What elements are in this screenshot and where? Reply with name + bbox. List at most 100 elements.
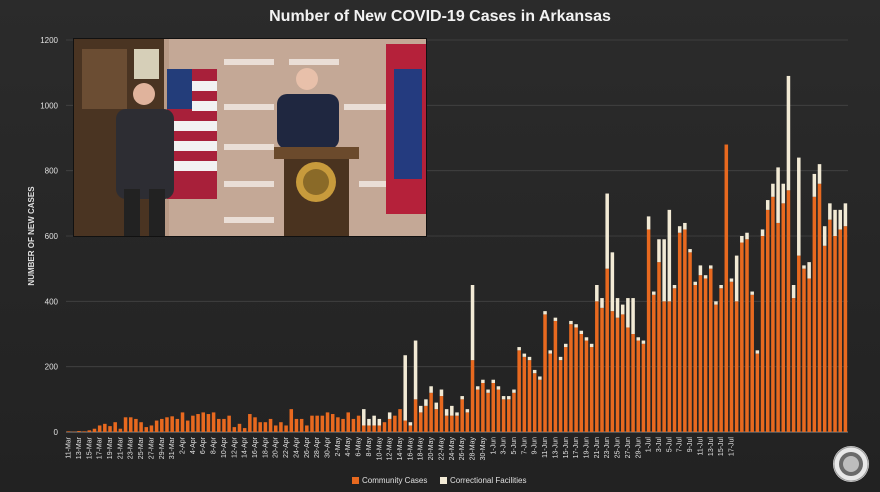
community-cases-bar — [367, 425, 371, 432]
community-cases-bar — [812, 196, 817, 432]
correctional-facilities-bar — [755, 350, 760, 354]
community-cases-bar — [563, 347, 568, 432]
legend-swatch-community — [352, 477, 359, 484]
correctional-facilities-bar — [496, 386, 501, 390]
x-tick-label: 28-Apr — [314, 436, 321, 458]
community-cases-bar — [558, 360, 563, 432]
correctional-facilities-bar — [719, 285, 723, 289]
x-tick-label: 21-Jun — [594, 437, 601, 459]
correctional-facilities-bar — [501, 396, 506, 400]
community-cases-bar — [325, 412, 330, 432]
correctional-facilities-bar — [413, 340, 418, 400]
community-cases-bar — [807, 278, 811, 432]
community-cases-bar — [527, 360, 532, 432]
community-cases-bar — [356, 415, 361, 432]
community-cases-bar — [196, 414, 200, 432]
correctional-facilities-bar — [465, 409, 470, 413]
community-cases-bar — [512, 392, 516, 432]
arkansas-seal-icon — [833, 446, 869, 482]
correctional-facilities-bar — [817, 164, 822, 184]
community-cases-bar — [745, 239, 749, 432]
x-tick-label: 7-Jul — [677, 437, 684, 453]
community-cases-bar — [113, 422, 117, 432]
community-cases-bar — [175, 418, 180, 432]
x-tick-label: 2-Apr — [180, 436, 187, 454]
community-cases-bar — [289, 409, 294, 432]
x-tick-label: 15-Jul — [718, 437, 725, 457]
x-tick-label: 1-Jun — [490, 437, 497, 455]
chart-title: Number of New COVID-19 Cases in Arkansas — [269, 8, 611, 25]
correctional-facilities-bar — [455, 412, 459, 416]
community-cases-bar — [439, 396, 444, 432]
community-cases-bar — [760, 236, 765, 432]
x-tick-label: 20-May — [428, 437, 435, 461]
community-cases-bar — [460, 399, 464, 432]
x-tick-label: 29-Mar — [159, 436, 166, 459]
x-tick-label: 6-May — [356, 437, 363, 457]
community-cases-bar — [341, 418, 345, 432]
community-cases-bar — [507, 399, 511, 432]
community-cases-bar — [299, 418, 304, 432]
community-cases-bar — [750, 294, 754, 432]
correctional-facilities-bar — [362, 409, 366, 426]
x-tick-label: 24-Apr — [294, 436, 301, 458]
x-tick-label: 25-Jun — [615, 437, 622, 459]
community-cases-bar — [211, 412, 216, 432]
community-cases-bar — [185, 420, 190, 432]
correctional-facilities-bar — [729, 278, 734, 282]
community-cases-bar — [584, 340, 589, 432]
x-tick-label: 16-Apr — [252, 436, 259, 458]
x-tick-label: 13-Jul — [708, 437, 715, 457]
x-tick-label: 14-Apr — [242, 436, 249, 458]
legend-label-correctional: Correctional Facilities — [450, 476, 526, 485]
y-tick-label: 800 — [45, 167, 59, 176]
community-cases-bar — [227, 415, 231, 432]
community-cases-bar — [579, 334, 584, 432]
correctional-facilities-bar — [408, 422, 413, 426]
correctional-facilities-bar — [641, 340, 646, 344]
community-cases-bar — [574, 327, 578, 432]
correctional-facilities-bar — [807, 262, 811, 279]
community-cases-bar — [279, 422, 283, 432]
community-cases-bar — [843, 226, 848, 432]
x-tick-label: 10-May — [376, 437, 383, 461]
community-cases-bar — [636, 340, 641, 432]
community-cases-bar — [683, 229, 687, 432]
x-tick-label: 26-May — [459, 437, 466, 461]
correctional-facilities-bar — [683, 222, 687, 230]
community-cases-bar — [444, 415, 449, 432]
x-tick-label: 4-May — [345, 437, 352, 457]
correctional-facilities-bar — [771, 183, 775, 197]
correctional-facilities-bar — [662, 239, 666, 302]
community-cases-bar — [740, 242, 744, 432]
community-cases-bar — [791, 298, 796, 432]
community-cases-bar — [595, 301, 599, 432]
community-cases-bar — [626, 327, 630, 432]
correctional-facilities-bar — [574, 324, 578, 328]
correctional-facilities-bar — [776, 167, 780, 223]
community-cases-bar — [657, 262, 661, 432]
correctional-facilities-bar — [387, 412, 392, 419]
x-tick-label: 2-May — [335, 437, 342, 457]
community-cases-bar — [672, 288, 677, 432]
correctional-facilities-bar — [838, 209, 842, 230]
community-cases-bar — [320, 415, 325, 432]
community-cases-bar — [108, 426, 112, 432]
community-cases-bar — [180, 412, 185, 432]
community-cases-bar — [646, 229, 651, 432]
correctional-facilities-bar — [444, 409, 449, 416]
x-tick-label: 8-May — [366, 437, 373, 457]
x-tick-label: 11-Jun — [542, 437, 549, 458]
community-cases-bar — [346, 412, 351, 432]
community-cases-bar — [170, 416, 174, 432]
community-cases-bar — [522, 356, 527, 432]
community-cases-bar — [413, 399, 418, 432]
community-cases-bar — [501, 399, 506, 432]
correctional-facilities-bar — [563, 343, 568, 348]
correctional-facilities-bar — [781, 183, 786, 204]
community-cases-bar — [154, 420, 159, 432]
community-cases-bar — [263, 422, 268, 432]
community-cases-bar — [491, 383, 496, 432]
correctional-facilities-bar — [491, 379, 496, 383]
x-tick-label: 21-Mar — [117, 436, 124, 459]
